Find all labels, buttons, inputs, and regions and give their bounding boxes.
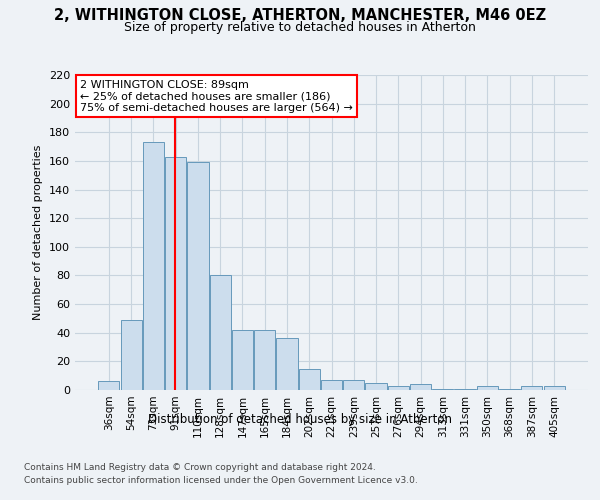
Bar <box>499 388 520 390</box>
Bar <box>365 383 386 390</box>
Bar <box>521 386 542 390</box>
Bar <box>432 388 454 390</box>
Text: Contains public sector information licensed under the Open Government Licence v3: Contains public sector information licen… <box>24 476 418 485</box>
Bar <box>454 388 476 390</box>
Text: Contains HM Land Registry data © Crown copyright and database right 2024.: Contains HM Land Registry data © Crown c… <box>24 462 376 471</box>
Bar <box>254 330 275 390</box>
Bar <box>477 386 498 390</box>
Bar <box>410 384 431 390</box>
Bar <box>165 156 186 390</box>
Bar <box>98 382 119 390</box>
Text: Size of property relative to detached houses in Atherton: Size of property relative to detached ho… <box>124 22 476 35</box>
Bar <box>388 386 409 390</box>
Bar <box>321 380 342 390</box>
Bar <box>299 368 320 390</box>
Text: Distribution of detached houses by size in Atherton: Distribution of detached houses by size … <box>148 412 452 426</box>
Bar <box>209 276 231 390</box>
Text: 2 WITHINGTON CLOSE: 89sqm
← 25% of detached houses are smaller (186)
75% of semi: 2 WITHINGTON CLOSE: 89sqm ← 25% of detac… <box>80 80 353 113</box>
Bar <box>121 320 142 390</box>
Bar <box>143 142 164 390</box>
Bar <box>343 380 364 390</box>
Bar <box>187 162 209 390</box>
Bar <box>544 386 565 390</box>
Text: 2, WITHINGTON CLOSE, ATHERTON, MANCHESTER, M46 0EZ: 2, WITHINGTON CLOSE, ATHERTON, MANCHESTE… <box>54 8 546 22</box>
Bar <box>277 338 298 390</box>
Bar <box>232 330 253 390</box>
Y-axis label: Number of detached properties: Number of detached properties <box>34 145 43 320</box>
